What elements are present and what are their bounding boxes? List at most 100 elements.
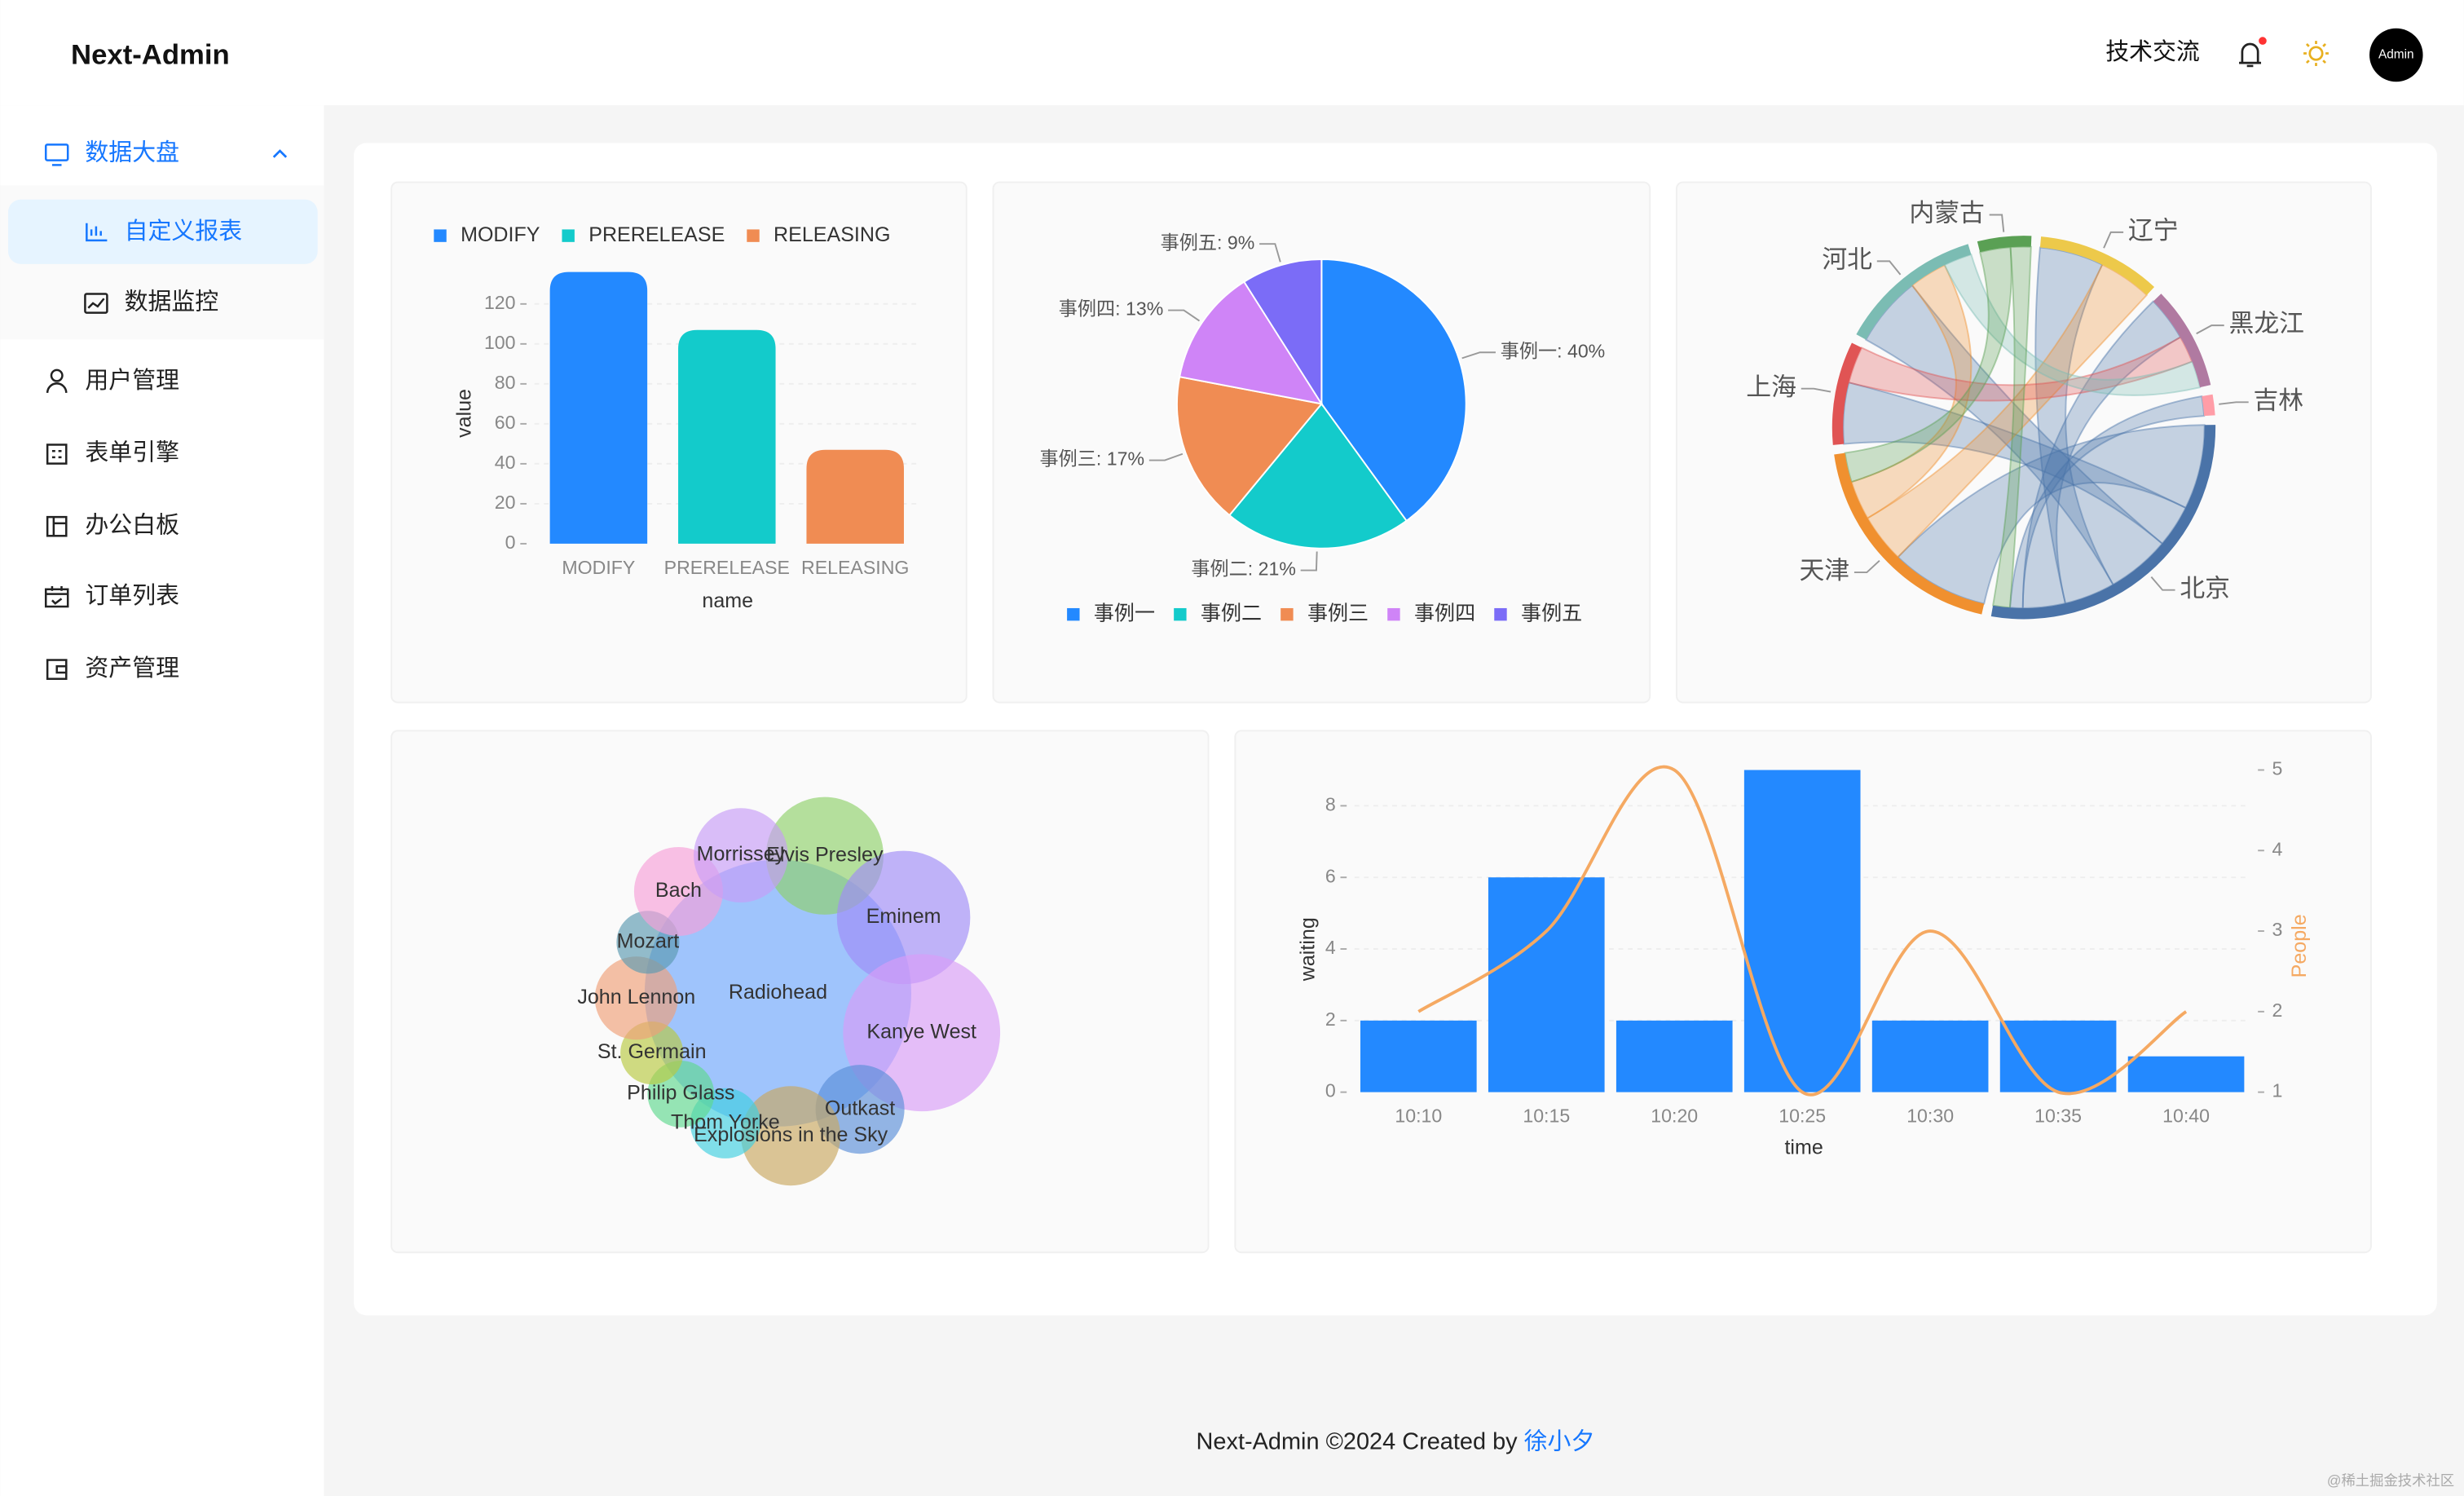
bar [1488, 877, 1605, 1092]
menu-item[interactable]: 自定义报表 [125, 218, 243, 245]
legend-label: PRERELEASE [588, 223, 725, 246]
header-link[interactable]: 技术交流 [2105, 39, 2200, 65]
bar [1360, 1020, 1477, 1092]
menu-icon [44, 143, 69, 166]
x-tick-label: 10:20 [1651, 1105, 1698, 1127]
legend-label: 事例五 [1521, 602, 1582, 624]
x-tick-label: 10:35 [2034, 1105, 2082, 1127]
y2-tick-label: 2 [2272, 1000, 2283, 1021]
footer-author[interactable]: 徐小夕 [1524, 1428, 1595, 1454]
menu-group[interactable]: 数据大盘 [85, 140, 179, 166]
bell-icon[interactable] [2239, 37, 2267, 68]
chart-panel [1676, 181, 2372, 704]
chord-ribbon [1842, 381, 2187, 545]
chord-ribbon [2021, 300, 2182, 609]
y2-axis-label: People [2288, 914, 2311, 977]
bubble-label: St. Germain [597, 1040, 707, 1063]
menu-icon [46, 444, 68, 465]
pie-slice [1228, 402, 1408, 549]
legend-swatch [1494, 607, 1507, 621]
node-label: 北京 [2180, 574, 2230, 602]
bubble-label: Elvis Presley [766, 843, 884, 866]
leader-line [1989, 214, 2005, 232]
legend-swatch [434, 229, 447, 242]
chord-ribbon [1991, 245, 2032, 609]
x-axis-label: time [1784, 1136, 1823, 1159]
bubble-label: Explosions in the Sky [694, 1123, 888, 1146]
watermark: @稀土掘金技术社区 [2327, 1472, 2454, 1489]
bubble-label: Thom Yorke [671, 1110, 780, 1133]
y-tick-label: 0 [1325, 1080, 1336, 1101]
y-tick-label: 2 [1325, 1008, 1336, 1030]
y-tick-label: 40 [495, 452, 516, 473]
selected-item [7, 199, 318, 264]
chord-arc [2202, 394, 2215, 417]
menu-item[interactable]: 表单引擎 [85, 440, 179, 466]
pie-slice [1243, 258, 1323, 407]
data-label: 事例三: 17% [1040, 448, 1145, 470]
legend-swatch [1280, 607, 1294, 621]
x-axis-label: name [702, 589, 753, 612]
legend-swatch [562, 229, 575, 242]
menu-icon [44, 585, 69, 608]
leader-line [1300, 551, 1318, 571]
bubble-label: Outkast [825, 1097, 895, 1119]
x-tick-label: 10:40 [2162, 1105, 2210, 1127]
bubble-label: Eminem [866, 905, 941, 928]
y2-tick-label: 3 [2272, 919, 2283, 940]
leader-line [1259, 243, 1281, 263]
leader-line [1854, 559, 1880, 574]
y-tick-label: 100 [484, 332, 516, 353]
chord-ribbon [2008, 395, 2206, 609]
node-label: 河北 [1822, 245, 1872, 274]
chord-arc [2153, 293, 2211, 388]
bubble-label: Bach [655, 879, 702, 902]
leader-line [1801, 387, 1831, 393]
legend-swatch [1174, 607, 1187, 621]
menu-icon [46, 659, 68, 680]
bar [1999, 1020, 2117, 1092]
node-label: 上海 [1746, 373, 1796, 401]
data-label: 事例二: 21% [1191, 558, 1296, 580]
y-axis-label: waiting [1297, 917, 1320, 982]
bubble-label: Morrissey [697, 843, 786, 866]
y-tick-label: 120 [484, 292, 516, 313]
node-label: 吉林 [2253, 386, 2303, 414]
menu-item[interactable]: 订单列表 [85, 583, 179, 609]
avatar[interactable] [2369, 28, 2423, 82]
bubble-label: Mozart [617, 929, 680, 952]
pie-slice [1176, 376, 1324, 517]
chord-ribbon [1844, 246, 2012, 483]
bubble [594, 956, 678, 1040]
bar [549, 271, 648, 544]
menu-item[interactable]: 资产管理 [85, 655, 179, 682]
leader-line [2103, 231, 2124, 249]
node-label: 天津 [1799, 556, 1849, 585]
bar [2127, 1056, 2245, 1092]
legend-label: 事例三 [1307, 602, 1369, 624]
legend-swatch [747, 229, 760, 242]
pie-slice [1320, 258, 1467, 523]
y2-tick-label: 4 [2272, 838, 2283, 859]
bar [1871, 1020, 1989, 1092]
bubble-label: Radiohead [729, 981, 827, 1004]
leader-line [1461, 351, 1496, 360]
menu-item[interactable]: 数据监控 [125, 289, 219, 316]
avatar-label[interactable]: Admin [2378, 48, 2414, 62]
collapse-arrow[interactable] [272, 149, 288, 158]
pie-slice [1179, 280, 1324, 405]
x-tick-label: 10:15 [1523, 1105, 1570, 1127]
legend-label: 事例一 [1094, 602, 1155, 624]
y-tick-label: 20 [495, 492, 516, 513]
logo[interactable]: Next-Admin [71, 40, 230, 71]
chord-arc [1977, 236, 2032, 253]
bubble-label: Kanye West [866, 1020, 976, 1043]
menu-item[interactable]: 用户管理 [85, 368, 179, 394]
leader-line [1168, 309, 1201, 322]
menu-item[interactable]: 办公白板 [85, 512, 179, 538]
line [1417, 765, 2188, 1097]
leader-line [1876, 260, 1902, 276]
theme-icon[interactable] [2303, 41, 2329, 66]
bar [1743, 770, 1861, 1092]
